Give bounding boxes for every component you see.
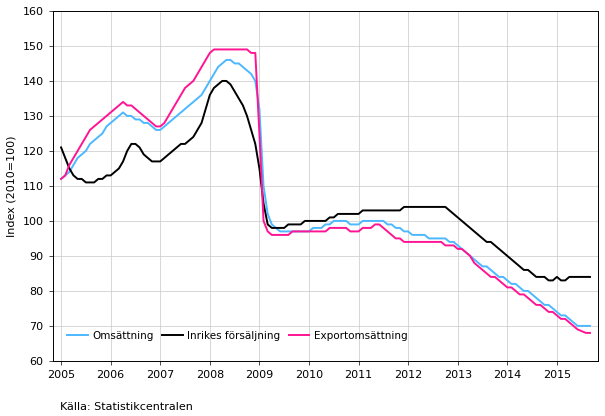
Exportomsättning bbox=[82, 134, 90, 139]
Exportomsättning bbox=[57, 176, 65, 181]
Omsättning bbox=[223, 57, 230, 62]
Omsättning bbox=[82, 149, 90, 154]
Line: Omsättning: Omsättning bbox=[61, 60, 590, 326]
Exportomsättning bbox=[338, 225, 345, 230]
Omsättning bbox=[525, 288, 532, 293]
Omsättning bbox=[202, 85, 209, 90]
Exportomsättning bbox=[211, 47, 218, 52]
Exportomsättning bbox=[479, 267, 486, 272]
Inrikes försäljning bbox=[586, 275, 594, 280]
Line: Inrikes försäljning: Inrikes försäljning bbox=[61, 81, 590, 280]
Exportomsättning bbox=[586, 330, 594, 335]
Omsättning bbox=[479, 264, 486, 269]
Exportomsättning bbox=[202, 57, 209, 62]
Inrikes försäljning bbox=[545, 278, 552, 283]
Inrikes försäljning bbox=[202, 106, 209, 111]
Line: Exportomsättning: Exportomsättning bbox=[61, 50, 590, 333]
Omsättning bbox=[338, 218, 345, 223]
Inrikes försäljning bbox=[218, 79, 226, 84]
Inrikes försäljning bbox=[338, 211, 345, 216]
Inrikes försäljning bbox=[479, 236, 486, 241]
Exportomsättning bbox=[582, 330, 589, 335]
Legend: Omsättning, Inrikes försäljning, Exportomsättning: Omsättning, Inrikes försäljning, Exporto… bbox=[64, 327, 411, 345]
Omsättning bbox=[586, 323, 594, 328]
Exportomsättning bbox=[525, 295, 532, 300]
Inrikes försäljning bbox=[376, 208, 383, 213]
Inrikes försäljning bbox=[82, 180, 90, 185]
Omsättning bbox=[57, 176, 65, 181]
Omsättning bbox=[376, 218, 383, 223]
Omsättning bbox=[574, 323, 581, 328]
Text: Källa: Statistikcentralen: Källa: Statistikcentralen bbox=[60, 402, 194, 412]
Exportomsättning bbox=[376, 222, 383, 227]
Y-axis label: Index (2010=100): Index (2010=100) bbox=[7, 135, 17, 237]
Inrikes försäljning bbox=[525, 267, 532, 272]
Inrikes försäljning bbox=[57, 145, 65, 150]
